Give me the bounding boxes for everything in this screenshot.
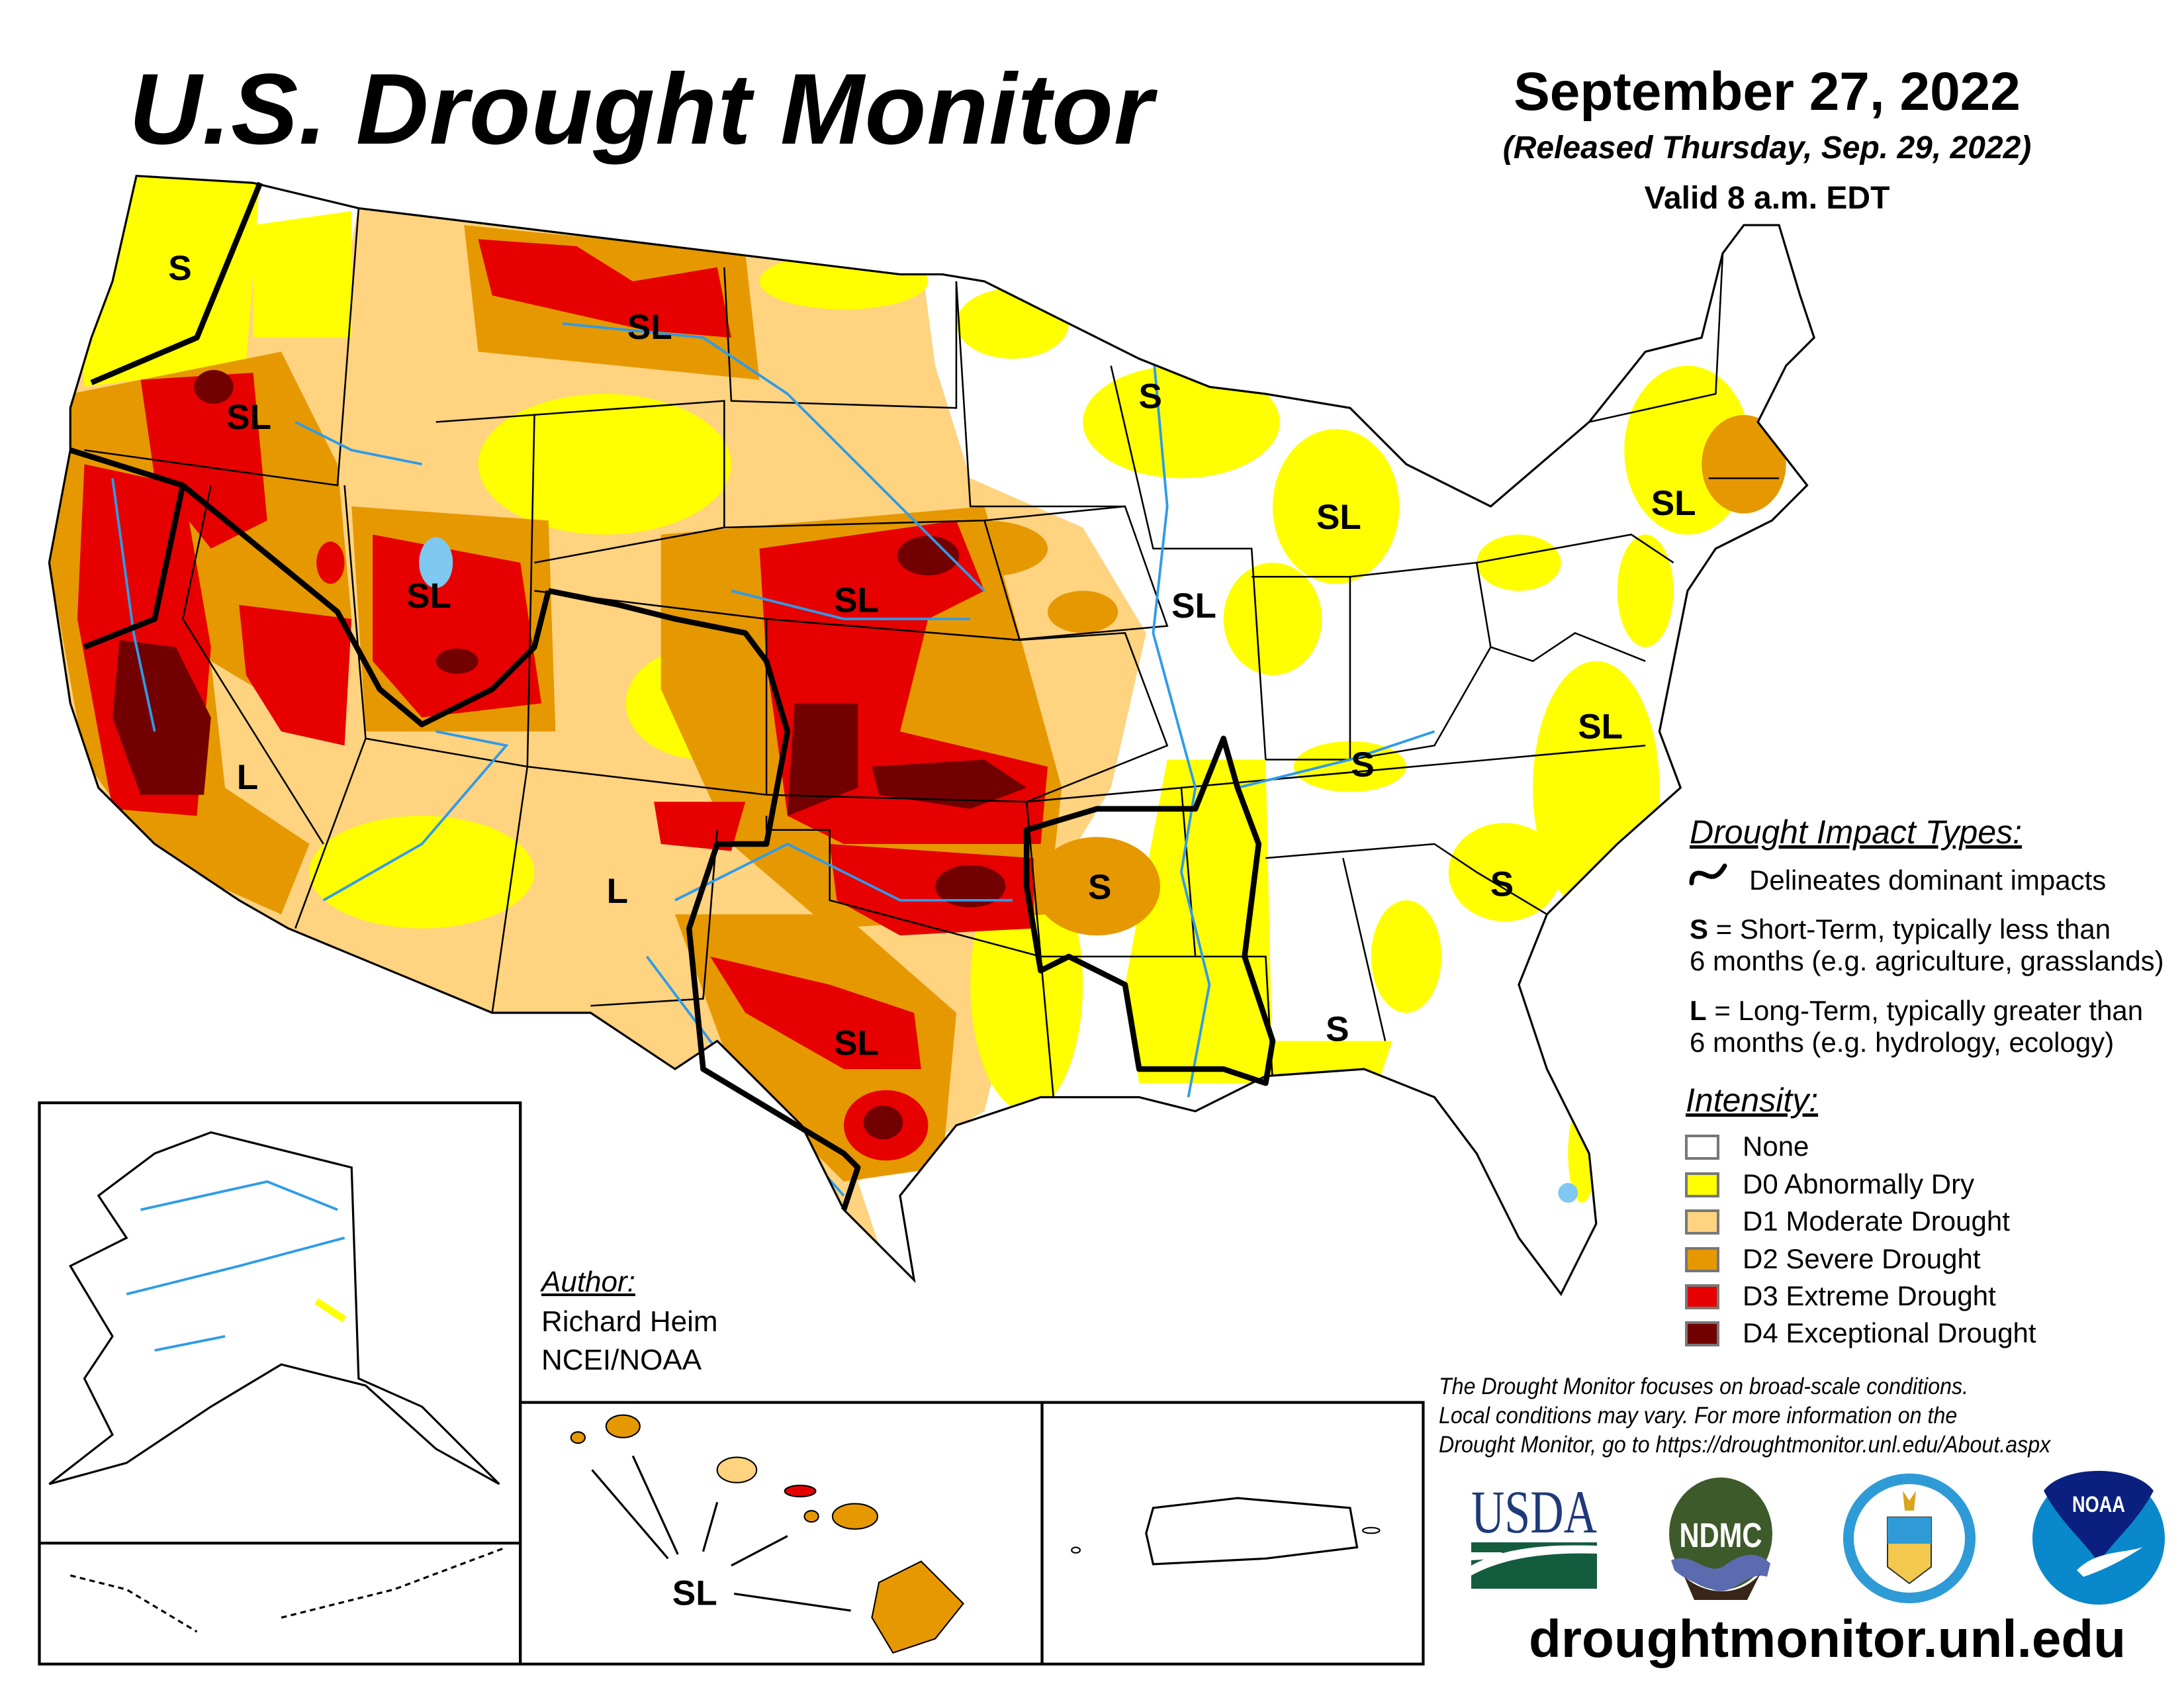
impact-label: L: [237, 758, 258, 797]
author-heading: Author:: [541, 1266, 635, 1298]
legend-swatch: [1685, 1172, 1719, 1197]
impact-label: SL: [226, 398, 271, 437]
footer-note-2: Local conditions may vary. For more info…: [1439, 1403, 1958, 1429]
short-term-text-2: 6 months (e.g. agriculture, grasslands): [1690, 945, 2164, 976]
legend-label: D2 Severe Drought: [1743, 1243, 1981, 1274]
impact-label: L: [607, 872, 628, 911]
page-title: U.S. Drought Monitor: [129, 53, 1154, 165]
impact-label: SL: [627, 308, 672, 347]
impact-label: SL: [1316, 498, 1361, 537]
intensity-legend-heading: Intensity:: [1686, 1082, 1819, 1119]
impact-label: SL: [406, 577, 451, 616]
legend-swatch: [1685, 1247, 1719, 1272]
impact-line-icon: [1689, 863, 1727, 886]
long-term-text: = Long-Term, typically greater than: [1706, 995, 2144, 1026]
usda-logo: USDA: [1471, 1479, 1597, 1589]
author-name: Richard Heim: [541, 1305, 718, 1338]
impact-label: S: [1351, 745, 1374, 784]
hawaii-inset: SL: [519, 1401, 1044, 1665]
impact-label: S: [1326, 1009, 1349, 1049]
impact-legend-heading: Drought Impact Types:: [1690, 814, 2023, 851]
short-term-key: S: [1690, 914, 1709, 945]
impact-label: SL: [1651, 484, 1696, 523]
long-term-key: L: [1690, 995, 1707, 1026]
impact-label: S: [1138, 377, 1161, 416]
impact-label: SL: [1171, 586, 1216, 626]
ndmc-logo: NDMC: [1655, 1472, 1787, 1605]
lake-okeechobee: [1558, 1183, 1578, 1203]
impact-label: S: [168, 249, 191, 288]
legend-label: D3 Extreme Drought: [1743, 1280, 1996, 1311]
long-term-text-2: 6 months (e.g. hydrology, ecology): [1690, 1027, 2115, 1058]
map-date: September 27, 2022: [1514, 62, 2021, 122]
noaa-logo: NOAA: [2032, 1471, 2165, 1605]
legend-label: D0 Abnormally Dry: [1743, 1168, 1975, 1199]
short-term-def: S = Short-Term, typically less than 6 mo…: [1690, 914, 2164, 977]
impact-label: S: [1088, 868, 1111, 907]
website-url[interactable]: droughtmonitor.unl.edu: [1529, 1609, 2126, 1668]
legend-swatch: [1685, 1284, 1719, 1309]
legend-label: D4 Exceptional Drought: [1743, 1317, 2036, 1348]
release-date: (Released Thursday, Sep. 29, 2022): [1502, 130, 2032, 165]
legend-swatch: [1685, 1135, 1719, 1160]
puerto-rico-inset: [1040, 1401, 1425, 1665]
long-term-def: L = Long-Term, typically greater than 6 …: [1690, 995, 2143, 1058]
impact-labels: S SL SL S SL SL SL SL SL L S SL L S S SL…: [168, 249, 1696, 1063]
valid-time: Valid 8 a.m. EDT: [1644, 181, 1890, 216]
footer-note-1: The Drought Monitor focuses on broad-sca…: [1439, 1374, 1969, 1399]
area-d0: [70, 175, 1751, 1203]
impact-label: S: [1490, 865, 1514, 904]
impact-line-desc: Delineates dominant impacts: [1749, 865, 2107, 896]
alaska-inset: [38, 1101, 522, 1665]
footer-note-3: Drought Monitor, go to https://droughtmo…: [1439, 1432, 2051, 1458]
area-d4: [112, 369, 1027, 1140]
legend-label: D1 Moderate Drought: [1743, 1205, 2010, 1237]
impact-label: SL: [834, 581, 879, 620]
svg-text:USDA: USDA: [1471, 1479, 1597, 1546]
impact-lines: [69, 181, 1276, 1211]
legend-swatch: [1685, 1209, 1719, 1235]
author-org: NCEI/NOAA: [541, 1344, 702, 1376]
impact-label: SL: [1578, 708, 1623, 747]
legend-swatch: [1685, 1321, 1719, 1346]
rivers: [111, 322, 1435, 1197]
short-term-text: = Short-Term, typically less than: [1708, 914, 2111, 945]
svg-text:NDMC: NDMC: [1680, 1517, 1762, 1555]
commerce-seal-logo: [1843, 1474, 1976, 1603]
svg-text:NOAA: NOAA: [2072, 1492, 2125, 1517]
legend-label: None: [1743, 1131, 1809, 1162]
great-salt-lake: [419, 537, 453, 588]
hawaii-impact-label: SL: [672, 1574, 717, 1613]
impact-label: SL: [834, 1024, 879, 1063]
